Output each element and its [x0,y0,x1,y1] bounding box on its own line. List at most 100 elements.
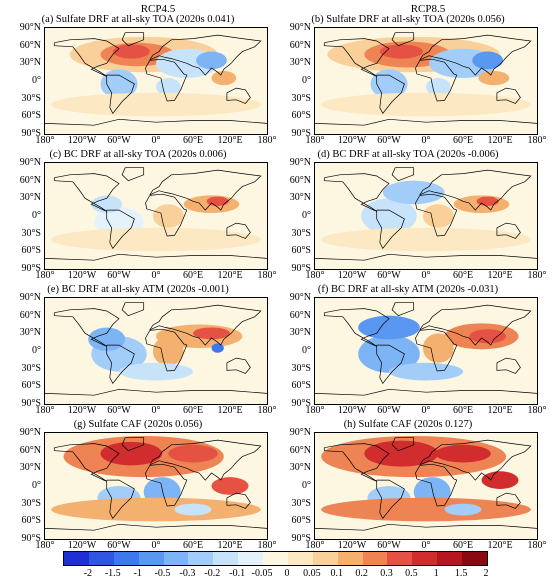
colorbar-tick-label: 0.3 [380,568,393,579]
longitude-label: 180° [257,405,277,416]
panel-title: (h) Sulfate CAF (2020s 0.127) [343,419,473,430]
latitude-label: 60°S [291,380,311,392]
coastline [376,74,405,115]
longitude-label: 180° [257,270,277,281]
longitude-label: 120°W [337,135,367,146]
coastline [45,388,267,396]
coastline [53,38,120,77]
panel-title: (e) BC DRF at all-sky ATM (2020s -0.001) [47,284,229,295]
colorbar-swatch [213,552,239,565]
map-plot [44,297,268,405]
latitude-label: 0° [32,75,41,86]
field-patch [422,333,454,363]
coastline [391,302,415,317]
field-patch [370,69,408,99]
latitude-label: 90°S [291,263,311,274]
latitude-label: 0° [32,210,41,221]
latitude-label: 60°N [289,39,311,51]
longitude-label: 60°E [182,540,204,551]
longitude-label: 180° [305,540,325,551]
latitude-label: 30°N [289,327,311,339]
latitude-label: 30°S [21,227,41,239]
colorbar-tick-label: 1 [433,568,439,579]
panel-title: (f) BC DRF at all-sky ATM (2020s -0.031) [317,284,499,295]
latitude-label: 30°S [21,92,41,104]
longitude-label: 60°E [452,405,474,416]
coastline [496,222,521,239]
latitude-label: 60°S [21,515,41,527]
longitude-label: 120°W [337,405,367,416]
latitude-label: 0° [302,480,311,491]
latitude-label: 30°S [291,227,311,239]
longitude-label: 180° [35,270,55,281]
coastline [419,304,532,346]
field-patch [211,70,237,86]
latitude-label: 90°S [291,398,311,409]
coastline [145,328,188,372]
colorbar-tick-label: -0.3 [179,568,196,579]
field-patch [358,315,420,340]
coastline [106,209,135,250]
map-field-svg [45,163,267,269]
longitude-label: 120°E [487,270,513,281]
panel-title: (a) Sulfate DRF at all-sky TOA (2020s 0.… [41,14,235,25]
latitude-label: 60°N [19,39,41,51]
field-patch [91,195,123,214]
coastline [415,463,458,507]
field-patch [51,92,261,117]
latitude-label: 30°N [19,57,41,69]
map-panel: (f) BC DRF at all-sky ATM (2020s -0.031)… [270,284,547,420]
field-patch [469,329,507,344]
latitude-label: 60°N [19,174,41,186]
longitude-label: 0° [421,540,431,551]
longitude-label: 120°W [67,405,97,416]
coastline [45,523,267,531]
colorbar-swatch [437,552,462,565]
longitude-label: 0° [151,135,161,146]
map-plot [314,297,538,405]
map-field-svg [315,433,537,539]
latitude-label: 90°S [21,128,41,139]
longitude-label: 180° [305,405,325,416]
field-patch [196,51,227,70]
field-patch [321,227,531,252]
latitude-label: 30°S [21,497,41,509]
coastline [376,479,405,520]
panel-title: (b) Sulfate DRF at all-sky TOA (2020s 0.… [311,14,505,25]
field-patch [364,440,439,467]
map-panel: (b) Sulfate DRF at all-sky TOA (2020s 0.… [270,14,547,150]
coastline [315,388,537,396]
longitude-label: 0° [151,270,161,281]
map-field-svg [45,298,267,404]
longitude-label: 60°E [452,540,474,551]
longitude-label: 120°E [487,135,513,146]
map-field-svg [45,28,267,134]
coastline [106,74,135,115]
latitude-label: 90°N [19,22,41,33]
coastline [415,58,458,102]
colorbar-tick-label: -0.5 [154,568,171,579]
coastline [121,302,145,317]
colorbar [63,551,488,566]
coastline [226,87,251,104]
map-panel: (g) Sulfate CAF (2020s 0.056) 90°N 60°N 30°… [0,419,277,555]
colorbar-tick-label: 1.5 [454,568,468,579]
latitude-label: 60°S [291,515,311,527]
field-patch [435,444,491,463]
latitude-label: 90°S [291,128,311,139]
panel-title: (g) Sulfate CAF (2020s 0.056) [73,419,203,430]
longitude-label: 60°W [107,270,131,281]
field-patch [422,204,454,228]
field-patch [379,44,423,59]
latitude-label: 60°N [19,309,41,321]
latitude-label: 90°S [21,263,41,274]
coastline [323,308,390,347]
colorbar-swatch [163,552,189,565]
latitude-label: 0° [32,345,41,356]
colorbar-tick-label: -1.5 [104,568,121,579]
coastline [376,209,405,250]
longitude-label: 180° [527,405,547,416]
colorbar-swatch [113,552,139,565]
longitude-label: 180° [527,270,547,281]
colorbar-tick-label: -2 [83,568,93,579]
